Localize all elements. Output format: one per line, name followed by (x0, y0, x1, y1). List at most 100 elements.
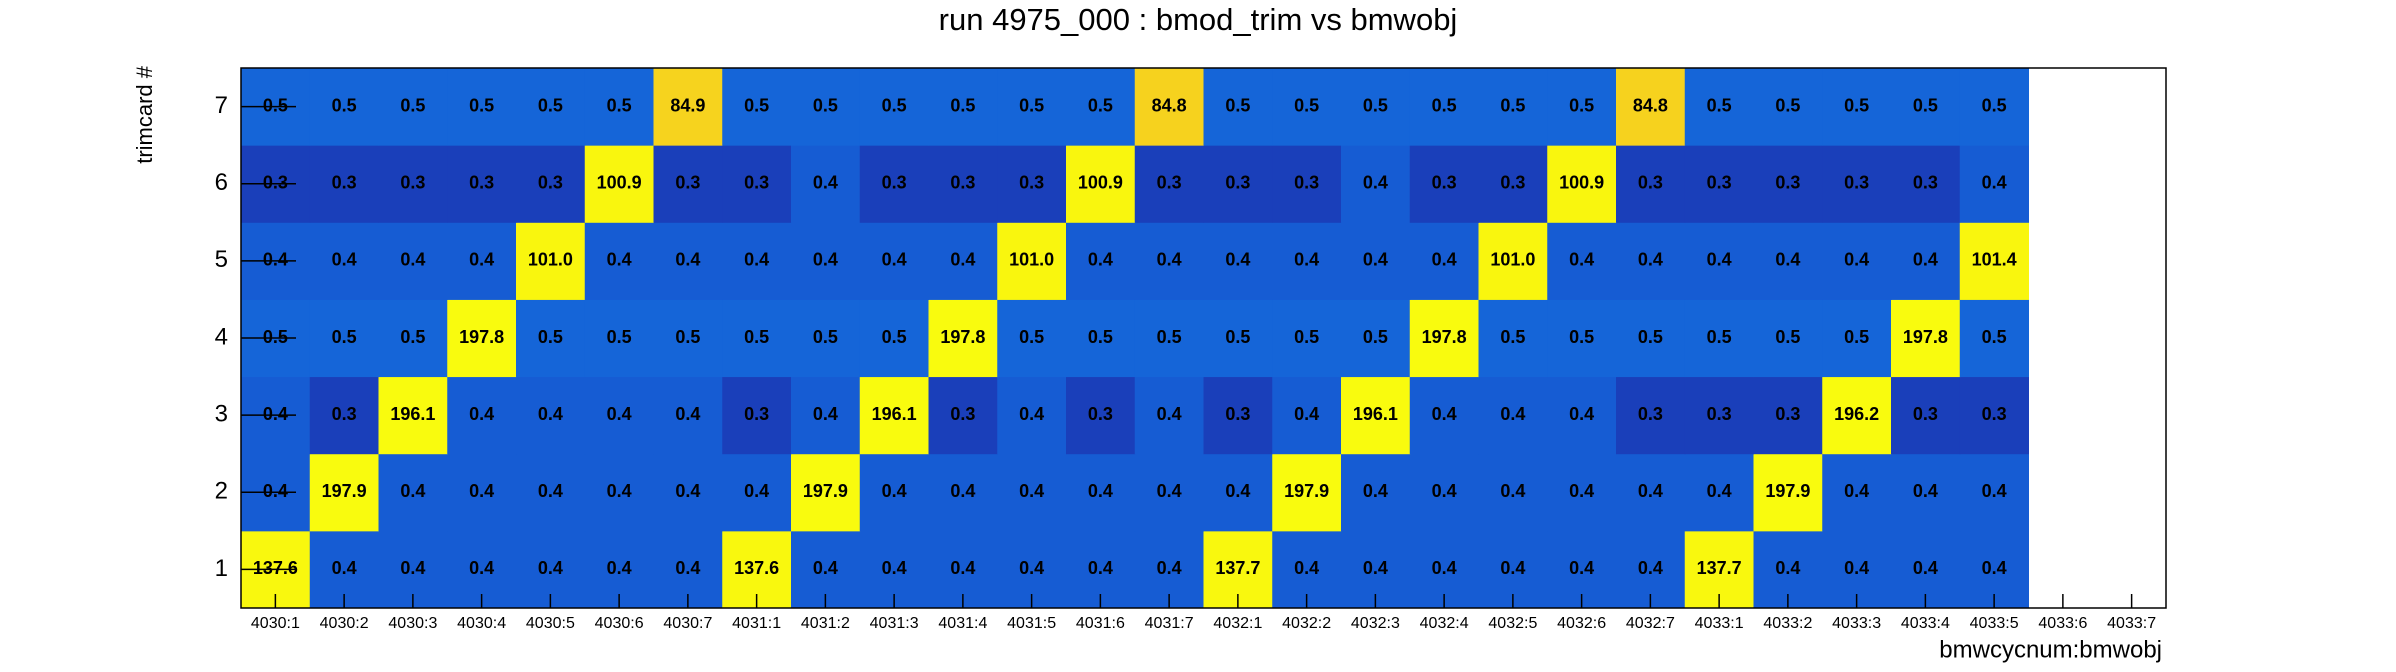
heatmap-cell (447, 222, 517, 300)
cell-label: 0.4 (1088, 481, 1113, 501)
heatmap-cell (1891, 376, 1961, 455)
heatmap-cell (1959, 299, 2029, 378)
cell-label: 0.4 (538, 558, 563, 578)
cell-label: 0.5 (744, 95, 769, 115)
cell-label: 0.5 (469, 95, 494, 115)
cell-label: 0.4 (1569, 404, 1594, 424)
heatmap-cell (1134, 453, 1204, 532)
cell-label: 0.4 (675, 250, 700, 270)
cell-label: 0.3 (332, 172, 357, 192)
cell-label: 0.4 (469, 558, 494, 578)
heatmap-cell (791, 222, 861, 300)
cell-label: 0.4 (1500, 404, 1525, 424)
cell-label: 0.4 (1707, 481, 1732, 501)
cell-label: 0.4 (1569, 558, 1594, 578)
cell-label: 101.0 (1490, 250, 1535, 270)
x-tick-label: 4031:3 (870, 615, 919, 632)
heatmap-cell (1822, 376, 1892, 455)
heatmap-cell (1959, 222, 2029, 300)
heatmap-cell (1891, 453, 1961, 532)
heatmap-cell (1478, 68, 1548, 146)
heatmap-cell (791, 376, 861, 455)
cell-label: 0.4 (882, 558, 907, 578)
cell-label: 0.4 (813, 172, 838, 192)
cell-label: 196.1 (390, 404, 435, 424)
heatmap-cell (1272, 453, 1342, 532)
heatmap-cell (791, 453, 861, 532)
cell-label: 0.3 (1913, 172, 1938, 192)
heatmap-cell (1066, 299, 1136, 378)
cell-label: 101.0 (1009, 250, 1054, 270)
heatmap-cell (1959, 376, 2029, 455)
cell-label: 0.4 (1775, 558, 1800, 578)
cell-label: 101.4 (1972, 250, 2017, 270)
cell-label: 0.4 (1019, 404, 1044, 424)
heatmap-cell (1203, 453, 1273, 532)
heatmap-cell (1409, 145, 1479, 223)
x-tick-label: 4031:2 (801, 615, 850, 632)
chart-title: run 4975_000 : bmod_trim vs bmwobj (939, 2, 1458, 37)
cell-label: 0.4 (744, 481, 769, 501)
x-tick-label: 4030:3 (388, 615, 437, 632)
cell-label: 0.5 (1982, 95, 2007, 115)
cell-label: 0.4 (1707, 250, 1732, 270)
heatmap-cell (1272, 222, 1342, 300)
cell-label: 197.8 (1422, 327, 1467, 347)
heatmap-cell (309, 299, 379, 378)
cell-label: 0.4 (1432, 481, 1457, 501)
heatmap-cell (722, 453, 792, 532)
heatmap-cell (1684, 453, 1754, 532)
cell-label: 196.1 (872, 404, 917, 424)
cell-label: 0.4 (813, 558, 838, 578)
heatmap-cell (928, 453, 998, 532)
heatmap-cell (997, 376, 1067, 455)
cell-label: 0.4 (1088, 558, 1113, 578)
cell-label: 0.4 (1363, 172, 1388, 192)
heatmap-cell (447, 299, 517, 378)
cell-label: 0.5 (744, 327, 769, 347)
heatmap-cell (791, 68, 861, 146)
heatmap-cell (997, 453, 1067, 532)
cell-label: 0.5 (1294, 95, 1319, 115)
heatmap-cell (1478, 222, 1548, 300)
heatmap-cell (1409, 299, 1479, 378)
heatmap-cell (378, 299, 448, 378)
heatmap-cell (378, 222, 448, 300)
x-tick-label: 4033:6 (2038, 615, 2087, 632)
cell-label: 0.5 (1638, 327, 1663, 347)
cell-label: 0.4 (1294, 558, 1319, 578)
cell-label: 0.3 (744, 172, 769, 192)
heatmap-cell (859, 222, 929, 300)
heatmap-cell (1959, 68, 2029, 146)
cell-label: 0.4 (1844, 250, 1869, 270)
heatmap-cell (859, 145, 929, 223)
heatmap-cell (1616, 222, 1686, 300)
x-tick-label: 4032:1 (1213, 615, 1262, 632)
heatmap-cell (1547, 68, 1617, 146)
heatmap-cell (1341, 376, 1411, 455)
heatmap-cell (1547, 453, 1617, 532)
heatmap-cell (1478, 453, 1548, 532)
heatmap-cell (1684, 68, 1754, 146)
heatmap-cell (1272, 68, 1342, 146)
heatmap-cell (378, 145, 448, 223)
heatmap-cell (1203, 68, 1273, 146)
heatmap-cell (1822, 299, 1892, 378)
x-tick-label: 4030:5 (526, 615, 575, 632)
heatmap-cell (1684, 222, 1754, 300)
cell-label: 0.5 (332, 327, 357, 347)
cell-label: 0.5 (1500, 95, 1525, 115)
heatmap-cell (516, 145, 586, 223)
heatmap-cell (1547, 299, 1617, 378)
heatmap-cell (653, 453, 723, 532)
cell-label: 0.4 (332, 250, 357, 270)
heatmap-cell (1134, 376, 1204, 455)
cell-label: 0.5 (1157, 327, 1182, 347)
heatmap-cell (1753, 145, 1823, 223)
heatmap-cell (1616, 453, 1686, 532)
y-tick-label: 5 (215, 246, 228, 273)
cell-label: 0.3 (675, 172, 700, 192)
y-tick-label: 7 (215, 92, 228, 119)
heatmap-cell (928, 68, 998, 146)
cell-label: 0.3 (469, 172, 494, 192)
